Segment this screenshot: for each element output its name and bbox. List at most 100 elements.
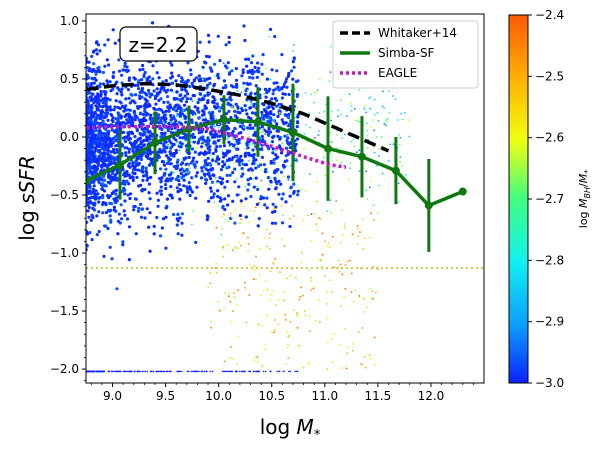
scatter-point xyxy=(246,188,250,192)
scatter-point xyxy=(292,215,295,217)
scatter-point xyxy=(231,156,235,160)
scatter-point xyxy=(168,145,170,148)
scatter-point xyxy=(210,168,214,172)
scatter-point xyxy=(277,107,280,110)
scatter-point xyxy=(167,109,171,113)
scatter-point xyxy=(248,75,252,79)
scatter-point xyxy=(180,112,184,116)
scatter-point xyxy=(205,165,207,168)
scatter-point xyxy=(107,63,111,67)
scatter-point xyxy=(110,176,114,180)
scatter-point xyxy=(166,161,170,165)
scatter-point xyxy=(111,116,115,120)
scatter-point xyxy=(294,370,296,373)
scatter-point xyxy=(124,151,128,155)
scatter-point xyxy=(283,290,286,293)
scatter-point xyxy=(176,113,179,115)
scatter-point xyxy=(166,95,170,99)
scatter-point xyxy=(124,135,128,139)
scatter-point xyxy=(286,74,290,78)
scatter-point xyxy=(332,170,334,173)
scatter-point xyxy=(209,196,213,200)
scatter-point xyxy=(308,269,311,272)
scatter-point xyxy=(164,120,168,124)
scatter-point xyxy=(205,217,209,222)
scatter-point xyxy=(248,145,251,147)
scatter-point xyxy=(167,173,171,177)
scatter-point xyxy=(187,164,189,167)
scatter-point xyxy=(157,76,161,80)
scatter-point xyxy=(132,208,136,212)
scatter-point xyxy=(253,359,256,362)
scatter-point xyxy=(123,114,127,118)
scatter-point xyxy=(248,370,250,373)
scatter-point xyxy=(240,108,245,113)
scatter-point xyxy=(126,88,130,92)
scatter-point xyxy=(194,196,198,200)
scatter-point xyxy=(97,196,101,200)
scatter-point xyxy=(280,53,284,57)
scatter-point xyxy=(274,329,276,331)
scatter-point xyxy=(200,83,203,86)
scatter-point xyxy=(250,101,253,104)
scatter-point xyxy=(175,176,179,180)
scatter-point xyxy=(249,370,252,373)
scatter-point xyxy=(365,189,368,192)
scatter-point xyxy=(251,150,254,153)
scatter-point xyxy=(143,216,147,220)
scatter-point xyxy=(103,162,107,166)
scatter-point xyxy=(127,76,132,80)
scatter-point xyxy=(241,68,245,72)
scatter-point xyxy=(263,120,266,122)
scatter-point xyxy=(285,85,289,89)
scatter-point xyxy=(144,169,148,173)
scatter-point xyxy=(137,161,141,165)
scatter-point xyxy=(141,165,145,169)
scatter-point xyxy=(211,157,214,160)
scatter-point xyxy=(286,346,289,349)
scatter-point xyxy=(88,166,92,170)
scatter-point xyxy=(262,370,265,373)
scatter-point xyxy=(123,370,126,373)
scatter-point xyxy=(110,191,114,196)
scatter-point xyxy=(92,81,96,85)
scatter-point xyxy=(214,106,218,110)
scatter-point xyxy=(92,180,96,184)
scatter-point xyxy=(91,132,95,136)
scatter-point xyxy=(196,140,201,144)
scatter-point xyxy=(177,144,180,146)
scatter-point xyxy=(160,370,163,373)
scatter-point xyxy=(258,370,261,373)
scatter-point xyxy=(121,130,126,134)
scatter-point xyxy=(208,174,212,178)
scatter-point xyxy=(137,94,142,98)
scatter-point xyxy=(101,196,105,200)
scatter-point xyxy=(362,363,364,366)
scatter-point xyxy=(208,66,212,70)
scatter-point xyxy=(141,133,145,137)
scatter-point xyxy=(294,116,296,119)
scatter-point xyxy=(313,91,316,94)
scatter-point xyxy=(252,185,256,189)
scatter-point xyxy=(203,94,207,98)
scatter-point xyxy=(198,92,203,96)
scatter-point xyxy=(249,68,251,71)
scatter-point xyxy=(377,148,380,151)
scatter-point xyxy=(228,370,231,373)
scatter-point xyxy=(293,181,295,184)
scatter-point xyxy=(366,129,369,132)
scatter-point xyxy=(101,182,105,186)
scatter-point xyxy=(314,92,317,95)
scatter-point xyxy=(128,176,132,180)
scatter-point xyxy=(309,240,312,242)
scatter-point xyxy=(215,154,218,157)
scatter-point xyxy=(185,97,189,101)
scatter-point xyxy=(258,201,260,204)
scatter-point xyxy=(252,161,256,166)
scatter-point xyxy=(89,170,93,174)
scatter-point xyxy=(168,119,171,121)
scatter-point xyxy=(219,106,221,109)
scatter-point xyxy=(229,103,233,107)
scatter-point xyxy=(152,224,156,228)
scatter-point xyxy=(344,227,346,230)
